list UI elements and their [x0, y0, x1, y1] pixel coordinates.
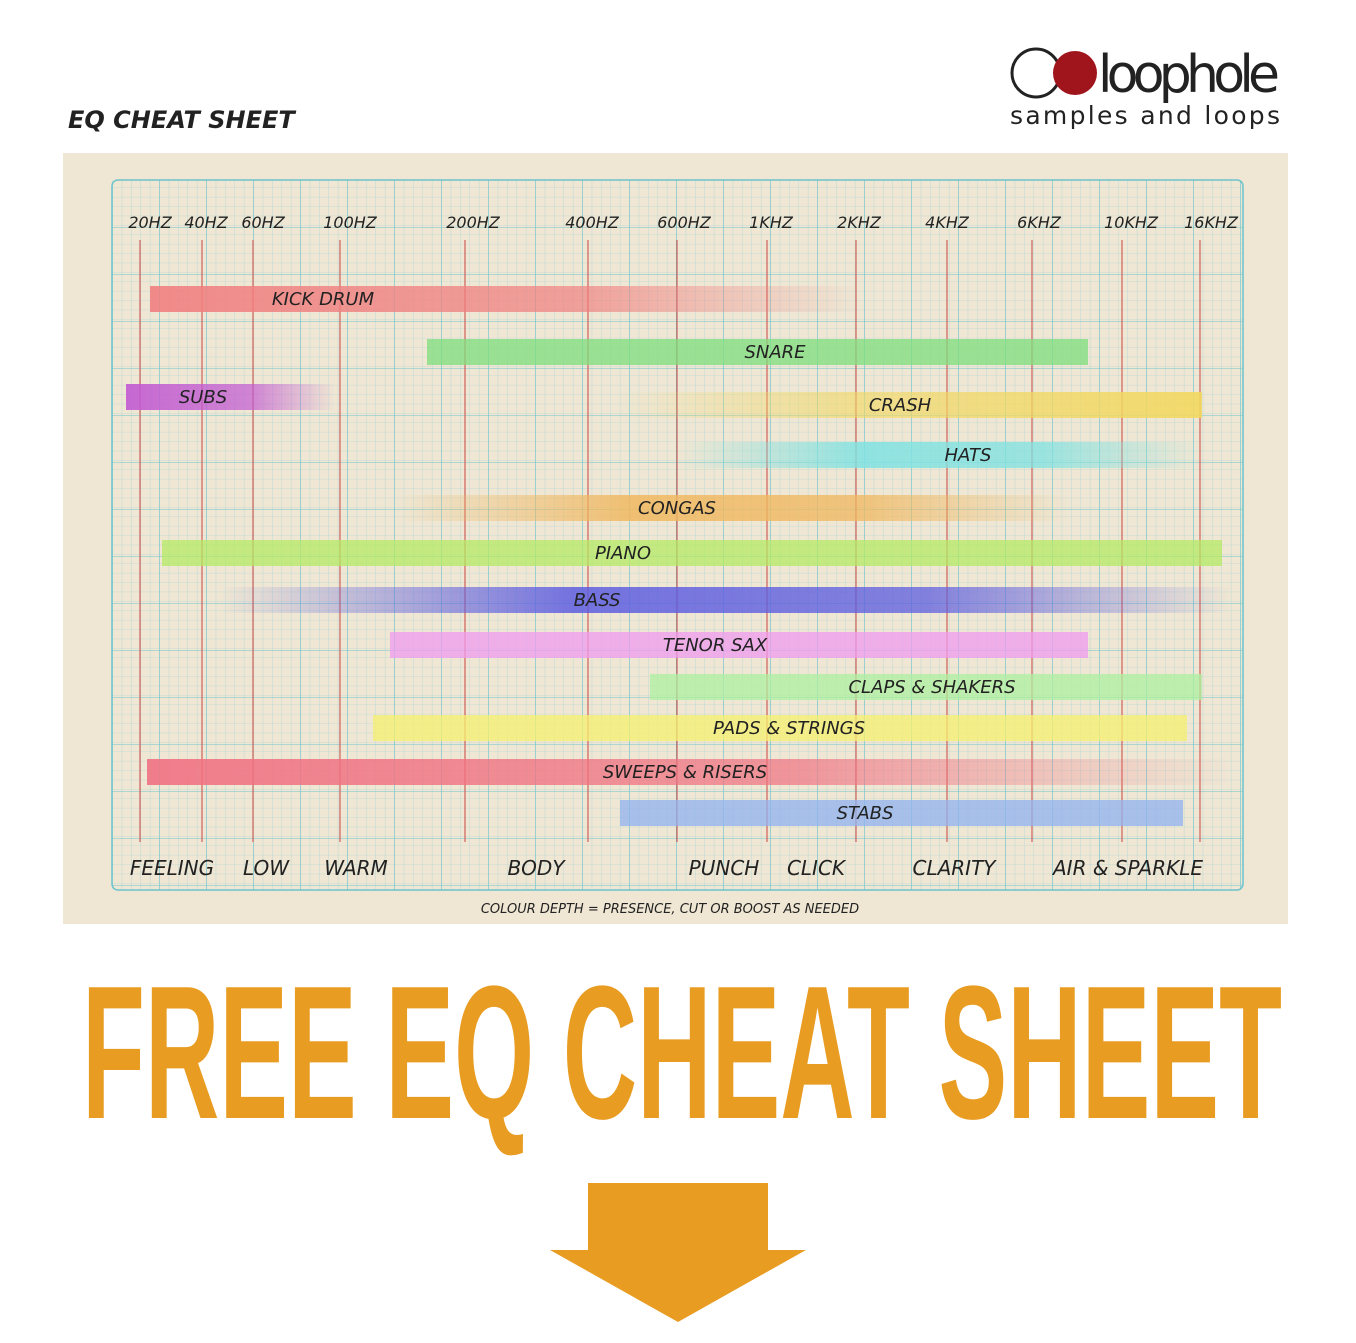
instrument-label: PIANO	[595, 543, 651, 564]
frequency-label: 60HZ	[241, 213, 285, 232]
region-label: BODY	[507, 856, 566, 880]
frequency-label: 16KHZ	[1184, 213, 1239, 232]
instrument-label: STABS	[837, 803, 894, 824]
region-label: WARM	[324, 856, 388, 880]
frequency-label: 2KHZ	[837, 213, 882, 232]
instrument-label: BASS	[574, 590, 621, 611]
instrument-label: SUBS	[179, 387, 227, 408]
frequency-label: 6KHZ	[1017, 213, 1062, 232]
logo-name: loophole	[1098, 45, 1280, 105]
instrument-bar	[390, 632, 1088, 658]
instrument-bar	[126, 384, 335, 410]
instrument-bar	[373, 715, 1187, 741]
region-label: LOW	[243, 856, 290, 880]
frequency-label: 40HZ	[184, 213, 228, 232]
instrument-label: TENOR SAX	[663, 635, 768, 656]
instrument-label: PADS & STRINGS	[713, 718, 865, 739]
instrument-label: KICK DRUM	[272, 289, 375, 310]
instrument-bar	[620, 392, 1202, 418]
region-label: CLARITY	[912, 856, 997, 880]
instrument-bar	[620, 800, 1183, 826]
sheet-note: COLOUR DEPTH = PRESENCE, CUT OR BOOST AS…	[481, 902, 859, 917]
down-arrow[interactable]	[550, 1183, 806, 1322]
frequency-label: 1KHZ	[749, 213, 794, 232]
instrument-label: CONGAS	[638, 498, 716, 519]
frequency-label: 400HZ	[565, 213, 620, 232]
instrument-bar	[680, 442, 1200, 468]
logo-ring	[1010, 47, 1062, 99]
instrument-bar	[395, 495, 1068, 521]
frequency-label: 10KHZ	[1104, 213, 1159, 232]
banner-title: FREE EQ CHEAT SHEET	[82, 947, 1282, 1159]
region-label: FEELING	[130, 856, 214, 880]
frequency-label: 600HZ	[657, 213, 712, 232]
frequency-label: 4KHZ	[925, 213, 970, 232]
header-title: EQ CHEAT SHEET	[68, 106, 296, 134]
logo-dot	[1053, 51, 1097, 95]
instrument-bar	[150, 286, 860, 312]
instrument-label: CRASH	[869, 395, 932, 416]
instrument-bar	[162, 540, 1222, 566]
instrument-bar	[427, 339, 1088, 365]
frequency-label: 200HZ	[446, 213, 501, 232]
frequency-label: 20HZ	[128, 213, 172, 232]
region-label: PUNCH	[689, 856, 760, 880]
instrument-bars	[126, 286, 1230, 826]
instrument-label: HATS	[945, 445, 992, 466]
instrument-bar	[220, 587, 1230, 613]
region-label: CLICK	[787, 856, 847, 880]
labels: 20HZ 40HZ 60HZ 100HZ 200HZ 400HZ 600HZ 1KHZ 2KHZ…	[128, 213, 1239, 917]
logo: loophole samples and loops	[1010, 45, 1280, 130]
logo-tagline: samples and loops	[1010, 101, 1280, 130]
instrument-bar	[147, 759, 1230, 785]
instrument-label: SWEEPS & RISERS	[603, 762, 767, 783]
instrument-label: SNARE	[744, 342, 806, 363]
instrument-label: CLAPS & SHAKERS	[848, 677, 1015, 698]
frequency-label: 100HZ	[323, 213, 378, 232]
region-label: AIR & SPARKLE	[1051, 856, 1203, 880]
instrument-bar	[650, 674, 1202, 700]
